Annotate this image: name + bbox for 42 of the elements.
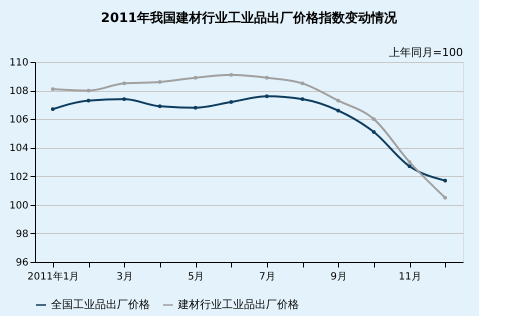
chart-title: 2011年我国建材行业工业品出厂价格指数变动情况 — [100, 10, 398, 26]
y-tick-label: 106 — [9, 114, 28, 126]
point — [194, 106, 198, 110]
y-tick-label: 100 — [9, 200, 28, 212]
point — [443, 196, 448, 200]
x-tick-label: 7月 — [259, 272, 276, 282]
point — [336, 108, 340, 112]
point — [300, 82, 304, 86]
y-tick-label: 104 — [9, 143, 28, 154]
point — [50, 87, 55, 92]
point — [122, 97, 126, 102]
point — [86, 88, 90, 92]
point — [372, 117, 376, 122]
point — [408, 160, 412, 164]
x-tick-label: 2011年1月 — [27, 270, 80, 282]
y-tick-label: 108 — [9, 86, 28, 98]
point — [122, 82, 126, 86]
point — [229, 72, 234, 77]
x-tick-label: 3月 — [116, 272, 133, 282]
y-tick-label: 102 — [9, 172, 28, 183]
point — [194, 76, 198, 80]
y-tick-label: 98 — [16, 228, 28, 240]
x-tick-label: 5月 — [188, 272, 204, 282]
point — [158, 104, 162, 108]
point — [158, 80, 162, 84]
point — [264, 76, 269, 80]
text: 上年同月=100 — [388, 46, 463, 59]
x-tick-label: 9月 — [330, 272, 347, 282]
y-tick-label: 96 — [16, 258, 28, 268]
point — [336, 98, 340, 102]
point — [372, 130, 376, 134]
point — [443, 178, 448, 182]
legend-label: 建材行业工业品出厂价格 — [177, 298, 299, 311]
point — [408, 164, 412, 168]
point — [50, 107, 55, 112]
legend-label: 全国工业品出厂价格 — [51, 298, 150, 311]
point — [264, 94, 269, 98]
point — [229, 100, 234, 104]
y-tick-label: 110 — [9, 58, 28, 68]
point — [86, 98, 90, 102]
point — [300, 97, 304, 102]
x-tick-label: 11月 — [398, 272, 422, 282]
